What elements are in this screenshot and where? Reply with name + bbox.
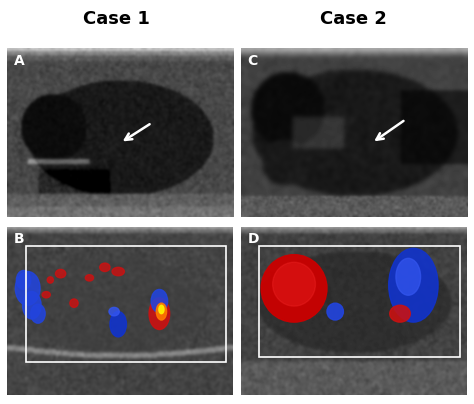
Ellipse shape: [15, 271, 40, 305]
Circle shape: [273, 262, 316, 306]
Text: Case 2: Case 2: [319, 10, 387, 28]
Ellipse shape: [396, 258, 420, 295]
Ellipse shape: [31, 304, 45, 323]
Text: B: B: [14, 232, 25, 246]
Ellipse shape: [42, 292, 50, 298]
Ellipse shape: [23, 292, 41, 319]
Ellipse shape: [390, 305, 410, 322]
Ellipse shape: [70, 299, 78, 307]
Ellipse shape: [156, 303, 166, 320]
Ellipse shape: [159, 305, 164, 314]
Ellipse shape: [85, 275, 93, 281]
Ellipse shape: [149, 298, 170, 330]
Ellipse shape: [100, 263, 110, 271]
Ellipse shape: [151, 289, 168, 313]
Text: A: A: [14, 54, 25, 67]
Circle shape: [327, 303, 344, 320]
Ellipse shape: [112, 267, 124, 276]
Text: D: D: [247, 232, 259, 246]
Ellipse shape: [55, 269, 66, 278]
Ellipse shape: [17, 270, 31, 289]
Ellipse shape: [47, 277, 54, 283]
Ellipse shape: [110, 311, 127, 337]
Text: Case 1: Case 1: [82, 10, 150, 28]
Ellipse shape: [109, 307, 119, 316]
Bar: [26, 246, 226, 362]
Text: C: C: [247, 54, 257, 67]
Bar: [259, 246, 460, 357]
Ellipse shape: [389, 248, 438, 322]
Circle shape: [261, 255, 327, 322]
